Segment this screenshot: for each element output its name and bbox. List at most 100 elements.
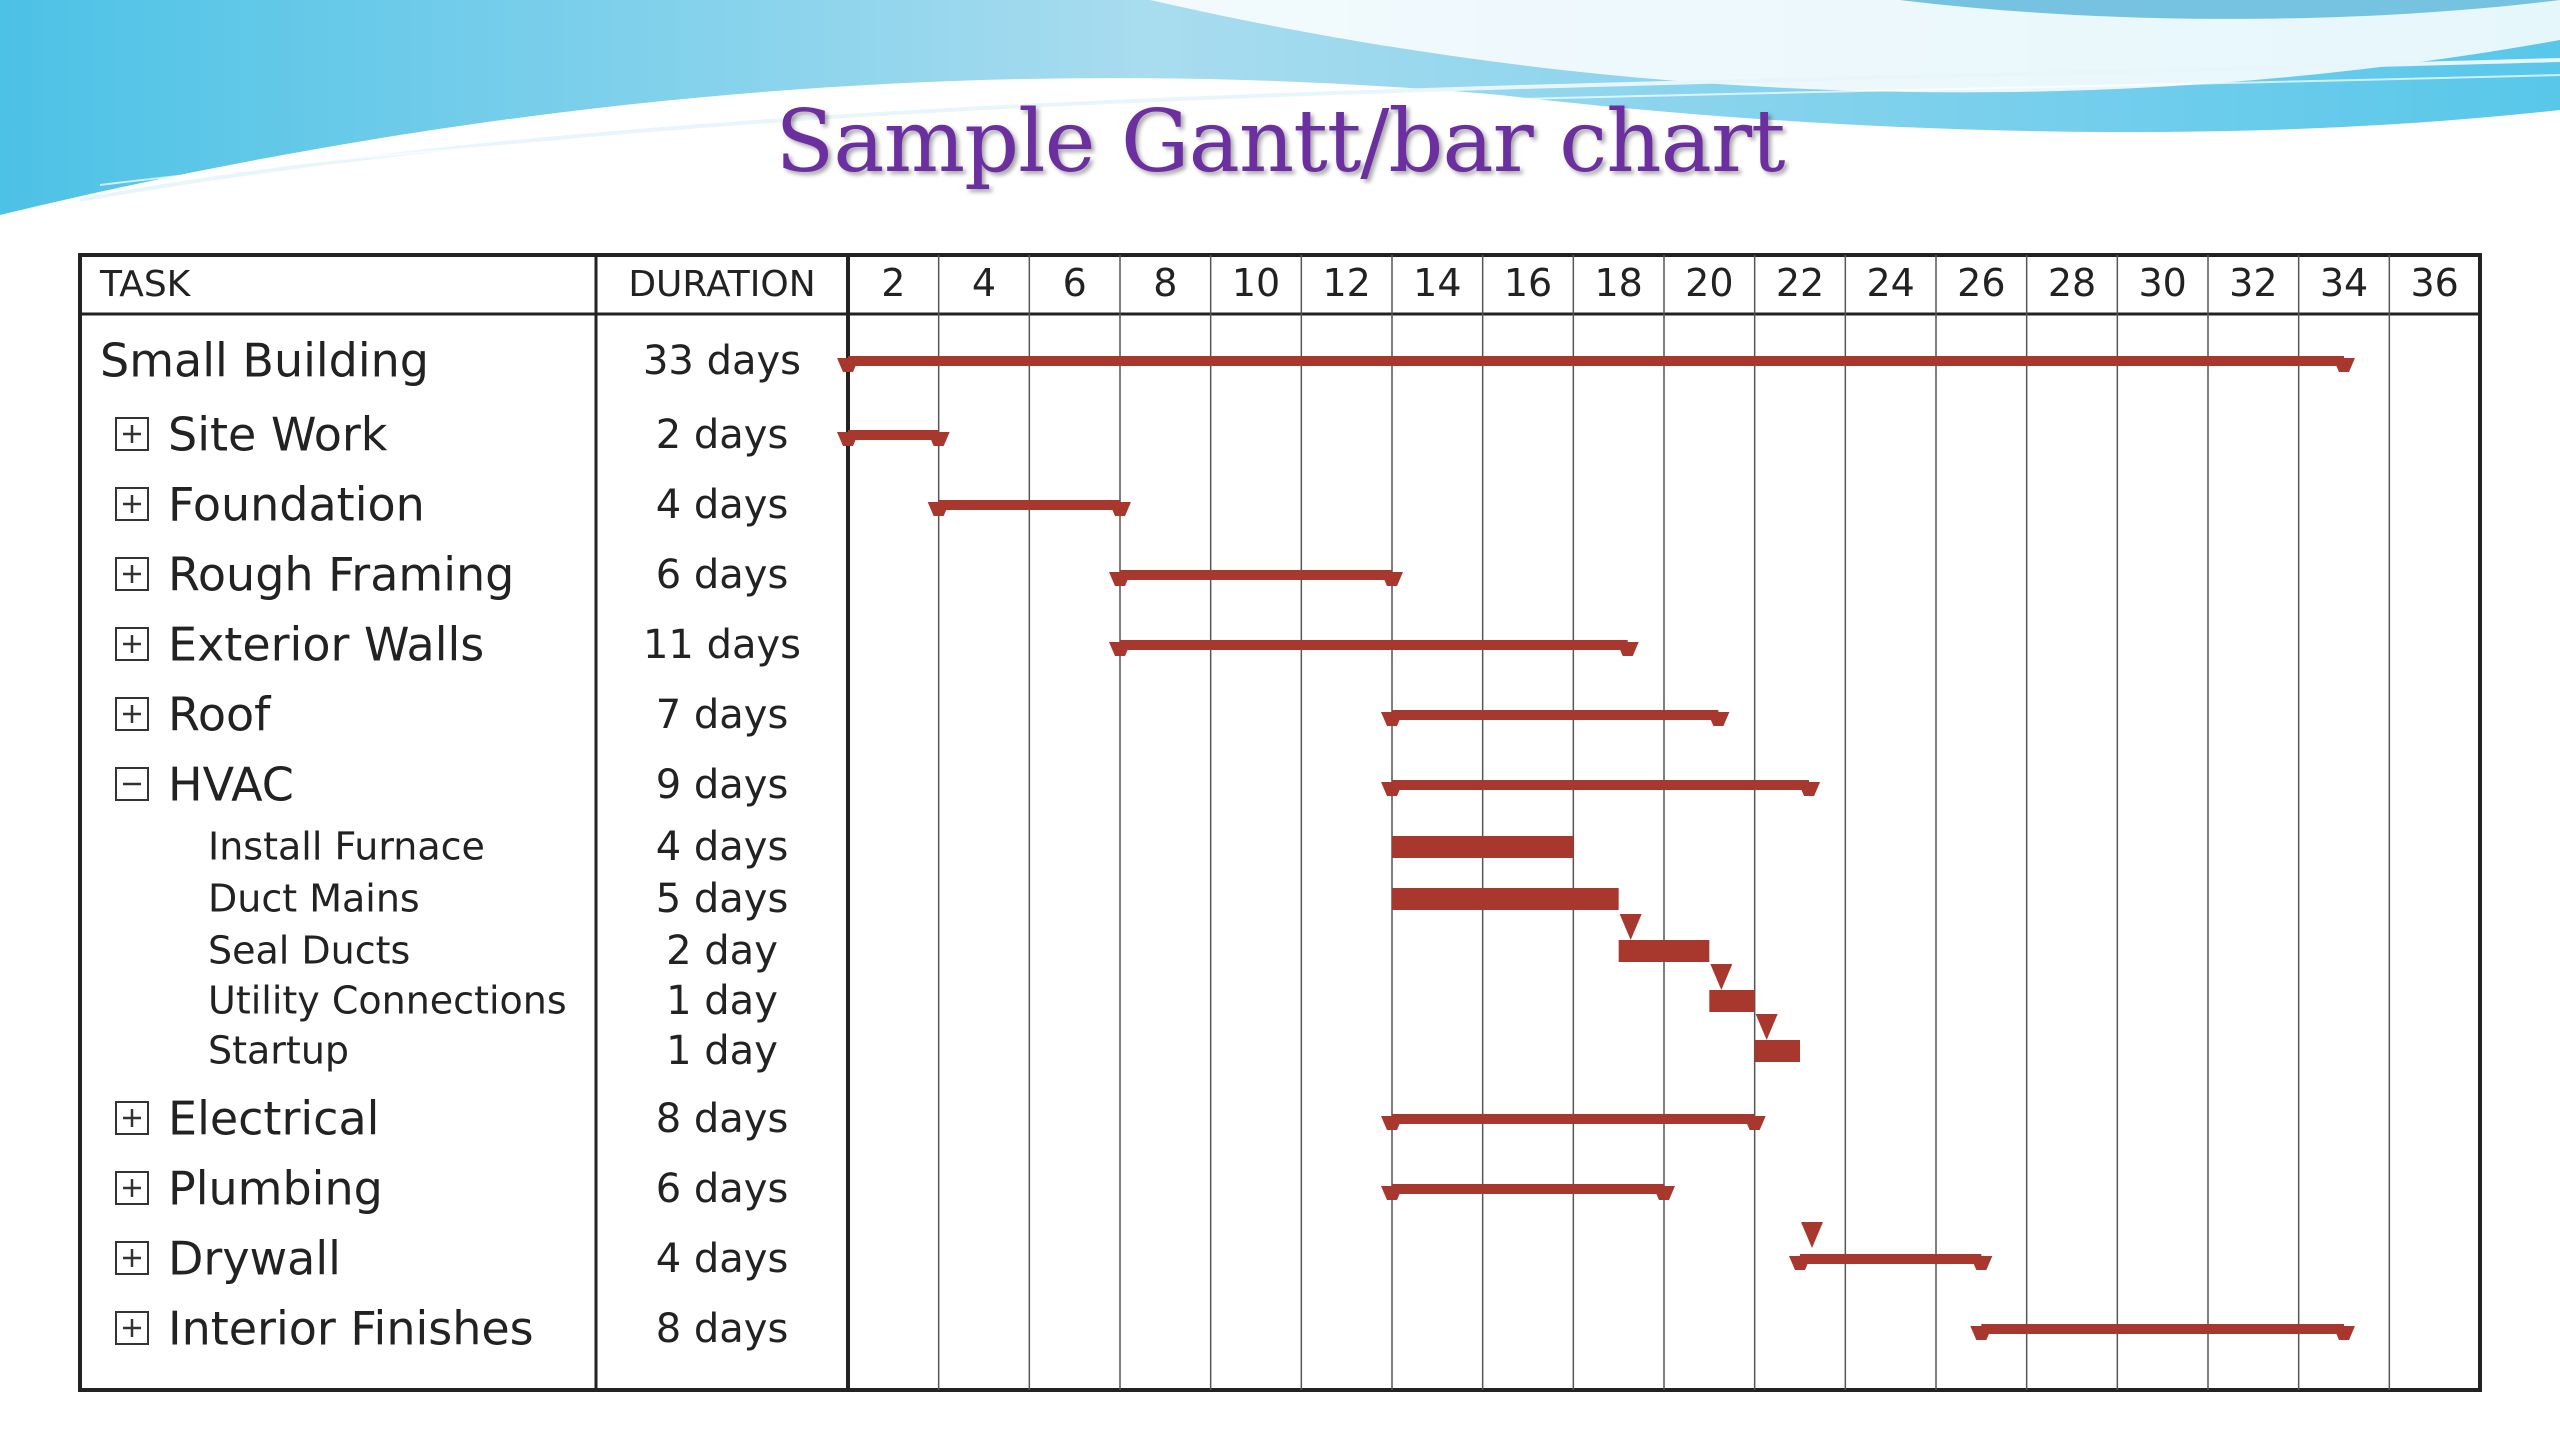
gantt-grid: [78, 253, 2482, 1392]
tick-label: 4: [972, 261, 996, 305]
task-duration: 6 days: [656, 552, 789, 598]
gantt-bar: [1754, 1014, 1800, 1062]
gantt-bars: [837, 356, 2355, 1340]
task-name: Duct Mains: [208, 877, 420, 921]
bar-end-marker: [1616, 642, 1639, 656]
bar-end-marker: [1381, 572, 1403, 586]
gantt-bar: [1392, 836, 1574, 858]
tick-label: 8: [1153, 261, 1177, 305]
task-name: Rough Framing: [168, 548, 514, 602]
dependency-arrow: [1619, 914, 1642, 940]
tick-label: 28: [2048, 261, 2096, 305]
task-bar: [1618, 940, 1710, 962]
tick-label: 16: [1504, 261, 1552, 305]
bar-end-marker: [1109, 502, 1131, 516]
expand-icon[interactable]: [115, 417, 149, 451]
gantt-bar: [1789, 1222, 1993, 1270]
summary-bar-line: [1392, 780, 1810, 790]
summary-bar-line: [938, 500, 1120, 510]
bar-start-marker: [1381, 1186, 1403, 1200]
bar-end-marker: [2333, 358, 2355, 372]
table-row: Foundation 4 days: [115, 478, 789, 532]
bar-start-marker: [837, 358, 859, 372]
task-duration: 4 days: [656, 1236, 789, 1282]
summary-bar-line: [1120, 640, 1628, 650]
task-bar: [1392, 836, 1574, 858]
tick-label: 26: [1957, 261, 2005, 305]
expand-icon[interactable]: [115, 557, 149, 591]
task-name: Roof: [168, 688, 272, 742]
task-duration: 8 days: [656, 1096, 789, 1142]
expander-box: [115, 557, 149, 591]
task-name: Exterior Walls: [168, 618, 484, 672]
table-row: Small Building 33 days: [100, 334, 801, 388]
expand-icon[interactable]: [115, 697, 149, 731]
duration-column-header: DURATION: [628, 264, 815, 305]
expand-icon[interactable]: [115, 1101, 149, 1135]
table-row: Duct Mains 5 days: [208, 876, 788, 922]
tick-label: 2: [881, 261, 905, 305]
bar-start-marker: [1970, 1326, 1993, 1340]
bar-start-marker: [1381, 1116, 1403, 1130]
task-duration: 2 days: [656, 412, 789, 458]
tick-label: 6: [1063, 261, 1087, 305]
tick-label: 20: [1685, 261, 1733, 305]
task-name: Site Work: [168, 408, 388, 462]
table-row: Exterior Walls 11 days: [115, 618, 801, 672]
task-name: Startup: [208, 1029, 349, 1073]
bar-end-marker: [2333, 1326, 2355, 1340]
task-name: HVAC: [168, 758, 294, 812]
dependency-arrow: [1710, 964, 1733, 990]
bar-start-marker: [1381, 712, 1403, 726]
table-row: Interior Finishes 8 days: [115, 1302, 789, 1356]
expand-icon[interactable]: [115, 1311, 149, 1345]
gantt-rows: Small Building 33 days Site Work 2 days Foun…: [100, 334, 801, 1356]
task-name: Drywall: [168, 1232, 341, 1286]
task-duration: 4 days: [656, 482, 789, 528]
task-duration: 2 day: [666, 928, 778, 974]
table-row: Plumbing 6 days: [115, 1162, 789, 1216]
summary-bar-line: [1800, 1254, 1982, 1264]
summary-bar-line: [1392, 1184, 1664, 1194]
tick-label: 30: [2138, 261, 2186, 305]
bar-start-marker: [1109, 572, 1131, 586]
table-row: Install Furnace 4 days: [208, 824, 788, 870]
task-duration: 1 day: [666, 1028, 778, 1074]
table-frame: [78, 253, 2482, 1392]
expander-box: [115, 1171, 149, 1205]
gantt-bar: [1381, 1114, 1766, 1130]
summary-bar-line: [1392, 1114, 1755, 1124]
task-duration: 9 days: [656, 762, 789, 808]
gantt-bar: [1970, 1324, 2355, 1340]
dependency-arrow: [1755, 1014, 1778, 1040]
task-name: Foundation: [168, 478, 425, 532]
expand-icon[interactable]: [115, 1171, 149, 1205]
table-row: Electrical 8 days: [115, 1092, 789, 1146]
task-name: Electrical: [168, 1092, 379, 1146]
task-duration: 7 days: [656, 692, 789, 738]
expand-icon[interactable]: [115, 627, 149, 661]
table-row: Roof 7 days: [115, 688, 789, 742]
task-duration: 8 days: [656, 1306, 789, 1352]
tick-label: 32: [2229, 261, 2277, 305]
task-duration: 6 days: [656, 1166, 789, 1212]
collapse-icon[interactable]: [115, 767, 149, 801]
tick-label: 22: [1776, 261, 1824, 305]
task-duration: 4 days: [656, 824, 789, 870]
dependency-arrow: [1801, 1222, 1823, 1248]
expander-box: [115, 697, 149, 731]
table-row: HVAC 9 days: [115, 758, 789, 812]
task-name: Utility Connections: [208, 979, 567, 1023]
expand-icon[interactable]: [115, 1241, 149, 1275]
task-name: Seal Ducts: [208, 929, 410, 973]
bar-end-marker: [1707, 712, 1730, 726]
task-duration: 33 days: [643, 338, 801, 384]
expand-icon[interactable]: [115, 487, 149, 521]
gantt-bar: [1109, 640, 1639, 656]
gantt-bar: [1392, 888, 1619, 910]
gantt-bar: [1381, 1184, 1675, 1200]
table-row: Rough Framing 6 days: [115, 548, 789, 602]
task-duration: 5 days: [656, 876, 789, 922]
gantt-bar: [1381, 710, 1730, 726]
